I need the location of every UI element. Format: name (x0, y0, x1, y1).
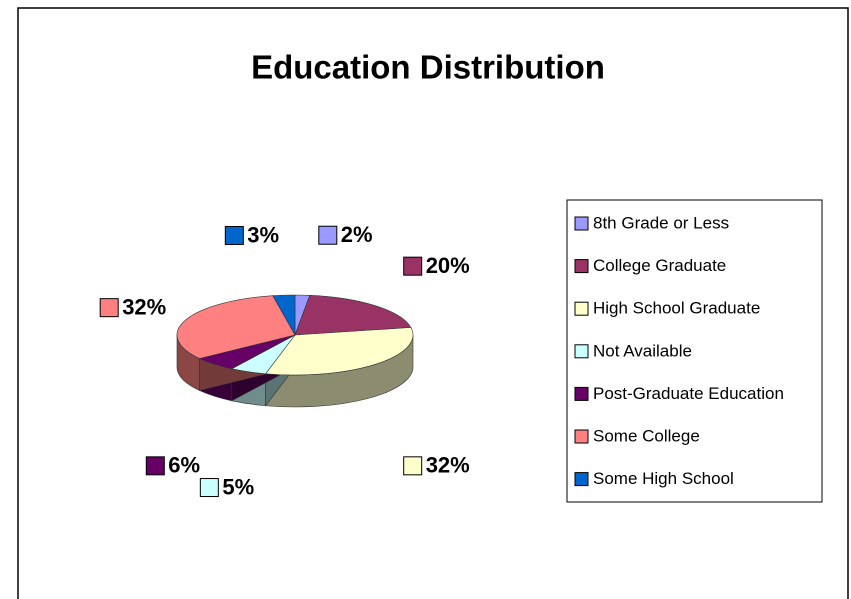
label-swatch (99, 298, 119, 318)
label-swatch (318, 225, 338, 245)
label-swatch (199, 478, 219, 498)
legend-label: Some College (593, 426, 700, 445)
legend-label: High School Graduate (593, 299, 760, 318)
legend-label: 8th Grade or Less (593, 213, 729, 232)
legend-swatch (574, 386, 589, 401)
chart-title: Education Distribution (251, 49, 605, 86)
data-label: 32% (122, 294, 166, 319)
data-label: 5% (222, 474, 254, 499)
legend-swatch (574, 301, 589, 316)
data-label: 2% (341, 222, 373, 247)
legend-label: Not Available (593, 341, 692, 360)
label-swatch (403, 256, 423, 276)
legend-label: College Graduate (593, 256, 726, 275)
legend-box (566, 199, 823, 503)
label-swatch (403, 456, 423, 476)
slice (272, 294, 296, 337)
label-swatch (145, 456, 165, 476)
legend-label: Some High School (593, 469, 734, 488)
data-label: 20% (426, 253, 470, 278)
data-label: 6% (168, 453, 200, 478)
legend-label: Post-Graduate Education (593, 384, 784, 403)
slice (176, 295, 296, 359)
legend-swatch (574, 429, 589, 444)
slice (294, 295, 412, 336)
slice (265, 327, 414, 376)
legend-swatch (574, 472, 589, 487)
legend-swatch (574, 216, 589, 231)
data-label: 3% (247, 222, 279, 247)
label-swatch (224, 226, 244, 246)
legend-swatch (574, 259, 589, 274)
legend-swatch (574, 344, 589, 359)
data-label: 32% (426, 453, 470, 478)
